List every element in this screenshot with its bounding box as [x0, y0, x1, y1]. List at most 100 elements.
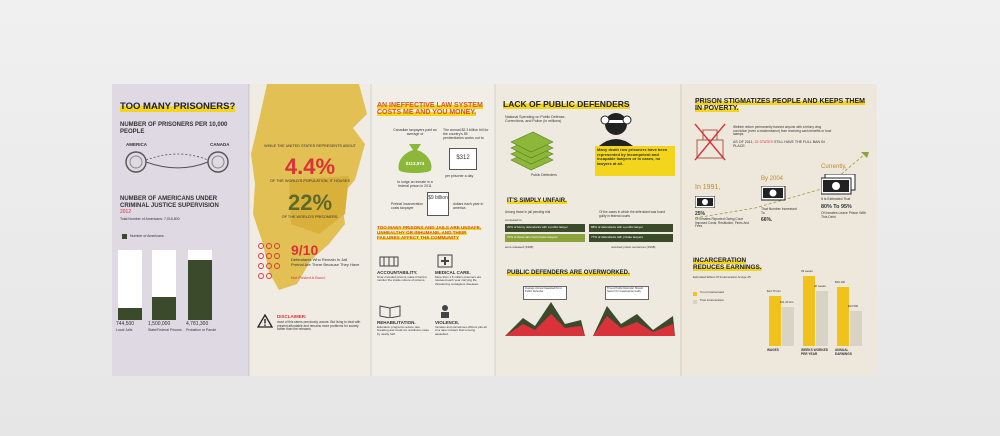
row-public-left-text: 20% of felony defendants with a public l… [507, 225, 568, 229]
chart1-tooltip: Average Annual Caseload Per A Public Def… [523, 286, 567, 300]
earnings-value-post: 30 weeks [814, 284, 826, 288]
were-released: were released (1998) [505, 245, 534, 249]
per-day-caption: per prisoner a day [445, 174, 474, 178]
handcuffs-icon [125, 151, 229, 173]
ban-statement: AS OF 2011, 32 STATES STILL HAVE THE FUL… [733, 140, 833, 148]
row-private-right-text: 77% of defendants with private lawyers [591, 235, 644, 239]
overworked-title: PUBLIC DEFENDERS ARE OVERWORKED. [507, 270, 630, 276]
per-day-amount: $312 [456, 155, 470, 161]
money-stack-icon [510, 131, 554, 171]
in-1991: In 1991, [695, 184, 721, 191]
unfair-right: Of the cases in which the defendant was … [599, 210, 666, 218]
bar-state-prisons-label: State/Federal Prisons [148, 328, 182, 332]
bar-local-jails-value: 744,500 [116, 321, 135, 327]
stat-population: 4.4% [284, 154, 336, 179]
fold-line-2 [370, 84, 372, 376]
as-of-text: AS OF 2011, [733, 140, 754, 144]
rehabilitation-text: Education programs reduce rate breaking … [377, 325, 429, 336]
crossed-box-icon [694, 123, 726, 161]
earnings-bar-post [850, 311, 862, 346]
warning-icon [257, 314, 273, 328]
row-private-left: 70% of those who had private lawyers [505, 234, 585, 242]
billion-box: $9 billion [427, 192, 449, 216]
caseload-chart-1 [505, 302, 585, 336]
panel3-title: AN INEFFECTIVE LAW SYSTEM COSTS ME AND Y… [377, 102, 483, 117]
pct-1991: 25% [695, 211, 706, 217]
current-caption: It Is Estimated That [821, 197, 851, 201]
legend-swatch [122, 234, 127, 239]
earnings-value-prior: $39,100 [835, 280, 846, 284]
bar-probation-label: Probation or Parole [186, 328, 217, 332]
earnings-title: INCARCERATION REDUCES EARNINGS. [693, 257, 762, 271]
caption-1991: Of Inmates Reported Owing Court Imposed … [695, 217, 750, 229]
accountability-icon [379, 256, 399, 267]
fold-line-3 [494, 84, 496, 376]
annual-text: The annual $2.3 billion bill for the cou… [443, 128, 489, 141]
earnings-bar-prior [769, 296, 781, 346]
handcuff-rows-icon [258, 243, 280, 279]
supervision-year: 2012 [120, 209, 132, 215]
dollar-bill-2004-icon [761, 186, 786, 201]
panel-world-population: WHILE THE UNITED STATES REPRESENTS ABOUT… [249, 84, 371, 376]
bar-state-prisons [152, 297, 176, 320]
panel5-title: PRISON STIGMATIZES PEOPLE AND KEEPS THEM… [695, 98, 865, 113]
chart2-title: Time A Public Defender Should Spend On C… [607, 287, 643, 293]
judge-icon [599, 113, 633, 146]
violence-icon [441, 305, 449, 318]
bag-amount: $113,974 [405, 161, 425, 166]
stat-pretrial-caption: Defendants Who Remain In Jail Pretrial A… [291, 257, 360, 267]
earnings-bar-prior [803, 276, 815, 346]
us-represents: WHILE THE UNITED STATES REPRESENTS ABOUT [264, 144, 356, 148]
earnings-value-post: $11.40 Hrs [780, 300, 794, 304]
america-label: AMERICA [126, 142, 147, 147]
panel-too-many-prisoners: TOO MANY PRISONERS? NUMBER OF PRISONERS … [112, 84, 249, 376]
legend-post: Post incarceration [700, 298, 725, 302]
earnings-bar-prior [837, 287, 849, 346]
debt-trend-line [694, 152, 869, 219]
spending-text: National Spending on Public Defense, Cor… [505, 115, 566, 124]
bar-local-jails [118, 308, 142, 320]
bar-local-jails-label: Local Jails [116, 328, 133, 332]
received-sentences: received prison sentences (1998) [611, 245, 656, 249]
bar-probation-value: 4,781,300 [186, 321, 209, 327]
stat-population-caption: OF THE WORLD'S POPULATION, IT HOUSES [269, 179, 351, 183]
disclaimer-text: most of this stems previously unsure. Bu… [277, 320, 361, 332]
book-icon [379, 305, 401, 318]
panel-costs-money: AN INEFFECTIVE LAW SYSTEM COSTS ME AND Y… [371, 84, 495, 376]
caption-2004: That Number Increased To [761, 207, 797, 215]
legend-prior-swatch [693, 292, 697, 296]
bar-state-prisons-value: 1,500,000 [148, 321, 171, 327]
pretrial-text: Pretrial incarceration costs taxpayer [391, 202, 424, 211]
chart1-title: Average Annual Caseload Per A Public Def… [525, 287, 562, 293]
unsafe-title: TOO MANY PRISONS AND JAILS ARE UNSAFE, U… [377, 225, 482, 240]
medical-care-title: MEDICAL CARE. [435, 270, 471, 275]
supervision-title: NUMBER OF AMERICANS UNDER CRIMINAL JUSTI… [120, 196, 219, 209]
bar-probation [188, 260, 212, 320]
billion-amount: $9 billion [428, 195, 448, 201]
disclaimer-title: DISCLAIMER: [277, 314, 307, 319]
panel-public-defenders: LACK OF PUBLIC DEFENDERS National Spendi… [495, 84, 681, 376]
earnings-group-label: WAGES [767, 348, 779, 352]
earnings-value-prior: 39 weeks [801, 269, 813, 273]
medical-icon [437, 254, 453, 268]
fold-line-4 [680, 84, 682, 376]
compared-text: compared to [505, 218, 522, 222]
caseload-chart-2 [593, 306, 675, 336]
pct-2004: 66%. [761, 217, 773, 223]
medical-care-text: More than 1.5 million prisoners are rele… [435, 275, 482, 286]
currently-label: Currently, [821, 164, 847, 170]
earnings-subtitle: Estimated Effect Of Incarceration At Age… [693, 275, 751, 279]
fold-line-1 [248, 84, 250, 376]
earnings-bar-post [782, 307, 794, 346]
accountability-title: ACCOUNTABILITY. [377, 270, 418, 275]
earnings-group-label: WEEKS WORKED PER YEAR [801, 348, 829, 356]
current-caption-2: Of Inmates Leave Prison With This Debt. [821, 211, 867, 219]
violence-text: Inmates and sometimes officers pile all … [435, 325, 487, 336]
accountability-text: Over-crowded prisons make it hard to mon… [377, 275, 428, 283]
violence-title: VIOLENCE. [435, 320, 460, 325]
stat-pretrial: 9/10 [291, 242, 319, 258]
canada-label: CANADA [210, 142, 230, 147]
chart2-tooltip: Time A Public Defender Should Spend On C… [605, 286, 649, 300]
prisoners-per-label: NUMBER OF PRISONERS PER 10,000 PEOPLE [120, 122, 228, 135]
